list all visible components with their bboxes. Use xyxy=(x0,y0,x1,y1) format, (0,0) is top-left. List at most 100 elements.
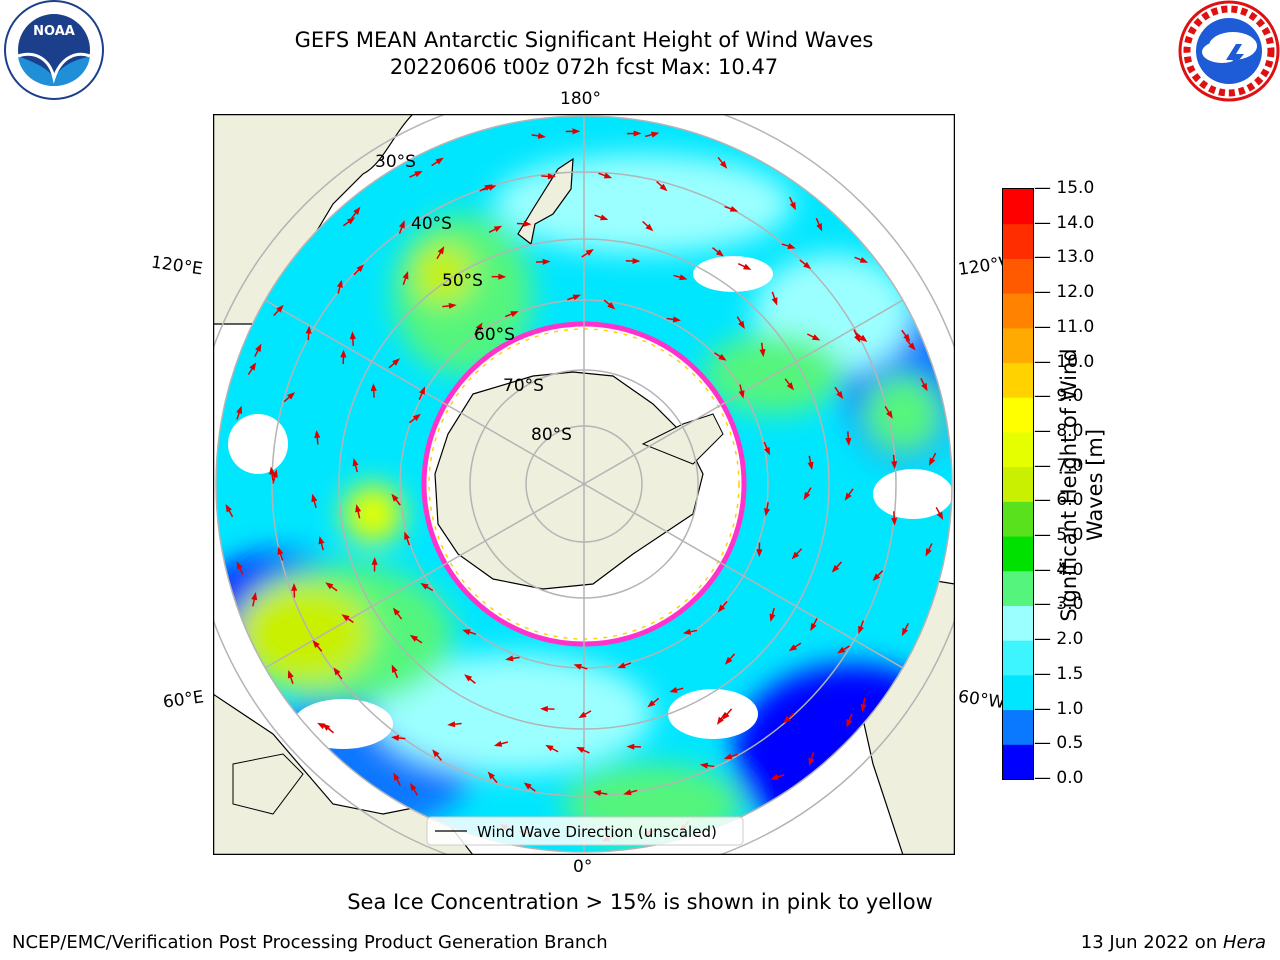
wave-arrow-head xyxy=(523,782,532,790)
wave-arrow-head xyxy=(291,582,298,591)
wave-arrow-head xyxy=(347,217,356,225)
wave-arrow-head xyxy=(484,184,493,191)
wave-arrow-head xyxy=(808,757,815,767)
colorbar xyxy=(1002,188,1034,780)
colorbar-segment xyxy=(1003,709,1033,745)
wave-arrow-head xyxy=(787,243,796,249)
wave-arrow-head xyxy=(908,342,916,351)
wave-arrow-head xyxy=(412,413,421,421)
colorbar-tick-label: — 3.0 xyxy=(1034,594,1084,615)
lon-label-120e: 120°E xyxy=(149,252,204,280)
wave-arrow-head xyxy=(803,491,811,501)
wave-arrow-head xyxy=(722,711,730,720)
wave-arrow-head xyxy=(325,582,334,590)
wave-arrow-head xyxy=(409,782,417,792)
wave-arrow-head xyxy=(770,774,779,780)
new-zealand-landmass xyxy=(517,157,574,246)
wave-arrow-head xyxy=(803,261,812,270)
colorbar-tick-label: — 0.0 xyxy=(1034,768,1084,788)
wave-arrow-head xyxy=(860,704,867,713)
wave-arrow-head xyxy=(836,390,844,400)
colorbar-tick-label: — 13.0 xyxy=(1034,247,1095,268)
colorbar-segment xyxy=(1003,466,1033,502)
wave-arrow-head xyxy=(487,771,496,780)
wave-arrow-head xyxy=(903,333,911,342)
colorbar-tick-label: — 4.0 xyxy=(1034,559,1084,580)
run-date-prefix: 13 Jun 2022 on xyxy=(1080,932,1223,953)
colorbar-tick-label: — 8.0 xyxy=(1034,420,1084,441)
wave-arrow-head xyxy=(593,790,602,797)
wave-arrow-head xyxy=(392,358,400,366)
colorbar-tick-label: — 15.0 xyxy=(1034,178,1095,198)
wave-arrow-head xyxy=(340,349,347,358)
wave-arrow-head xyxy=(699,762,708,769)
wave-arrow-head xyxy=(717,604,726,613)
wave-arrow-head xyxy=(623,789,632,796)
wave-arrow-head xyxy=(771,297,778,306)
wave-arrow-head xyxy=(236,561,243,570)
colorbar-tick-label: — 7.0 xyxy=(1034,455,1084,476)
wave-arrow-head xyxy=(414,171,423,178)
noaa-logo-text: NOAA xyxy=(33,24,75,39)
wave-arrow-head xyxy=(679,274,688,281)
colorbar-tick-label: — 9.0 xyxy=(1034,386,1084,407)
map-panel: 30°S 40°S 50°S 60°S 70°S 80°S Wind Wave … xyxy=(212,113,956,856)
wave-arrow-head xyxy=(719,160,728,169)
wave-arrow-head xyxy=(236,405,242,415)
wave-arrow-head xyxy=(409,634,419,642)
wave-arrow-head xyxy=(810,622,817,632)
colorbar-tick-label: — 11.0 xyxy=(1034,316,1095,337)
wave-arrow-head xyxy=(724,656,733,665)
madagascar-landmass xyxy=(232,753,304,815)
wave-arrow-head xyxy=(402,271,409,280)
wave-arrow-head xyxy=(738,390,745,399)
colorbar-segment xyxy=(1003,605,1033,641)
wave-arrow-head xyxy=(859,334,868,342)
run-date: 13 Jun 2022 on Hera xyxy=(1081,932,1266,953)
wave-arrow-head xyxy=(886,410,893,419)
wave-arrow-head xyxy=(498,273,507,280)
wave-arrow-head xyxy=(659,183,668,192)
colorbar-tick-label: — 14.0 xyxy=(1034,212,1095,233)
wave-arrow-head xyxy=(572,294,581,301)
antarctica-landmass xyxy=(434,371,704,590)
wave-arrow-head xyxy=(647,700,656,708)
wave-arrow-head xyxy=(626,743,635,750)
wave-arrow-head xyxy=(854,334,861,343)
nws-logo xyxy=(1178,0,1280,102)
wave-arrow-head xyxy=(763,508,770,517)
wave-arrow-head xyxy=(305,325,312,334)
lat-label-80s: 80°S xyxy=(531,425,572,445)
wave-arrow-head xyxy=(837,646,846,654)
colorbar-tick-label: — 5.0 xyxy=(1034,525,1084,546)
wave-arrow-head xyxy=(547,173,556,180)
wave-arrow-head xyxy=(669,687,678,693)
colorbar-segment xyxy=(1003,362,1033,398)
wave-arrow-head xyxy=(287,670,294,679)
wave-arrow-head xyxy=(462,629,471,636)
wave-arrow-head xyxy=(831,564,840,573)
wave-arrow-head xyxy=(769,613,776,622)
wave-arrow-head xyxy=(585,249,594,256)
antarctic-peninsula xyxy=(641,413,724,465)
sea-ice-note: Sea Ice Concentration > 15% is shown in … xyxy=(347,890,933,914)
wave-arrow-head xyxy=(392,607,400,616)
wave-arrow-head xyxy=(317,722,326,730)
wave-arrow-head xyxy=(901,627,909,637)
wave-arrow-head xyxy=(786,382,794,391)
colorbar-segment xyxy=(1003,223,1033,259)
wave-arrow-head xyxy=(872,573,881,582)
wave-arrow-head xyxy=(845,437,852,446)
wave-arrow-head xyxy=(277,546,284,556)
colorbar-tick-label: — 10.0 xyxy=(1034,351,1095,372)
wave-arrow-head xyxy=(356,264,365,273)
wave-arrow-head xyxy=(572,128,581,135)
chart-title-line2: 20220606 t00z 072h fcst Max: 10.47 xyxy=(389,55,779,79)
wave-arrow-head xyxy=(493,740,503,747)
wave-direction-arrows xyxy=(225,128,944,842)
colorbar-segment xyxy=(1003,744,1033,780)
colorbar-segment xyxy=(1003,189,1033,225)
wave-arrow-head xyxy=(682,628,692,635)
colorbar-tick-label: — 6.0 xyxy=(1034,490,1084,511)
lon-label-60w: 60°W xyxy=(956,686,1007,714)
